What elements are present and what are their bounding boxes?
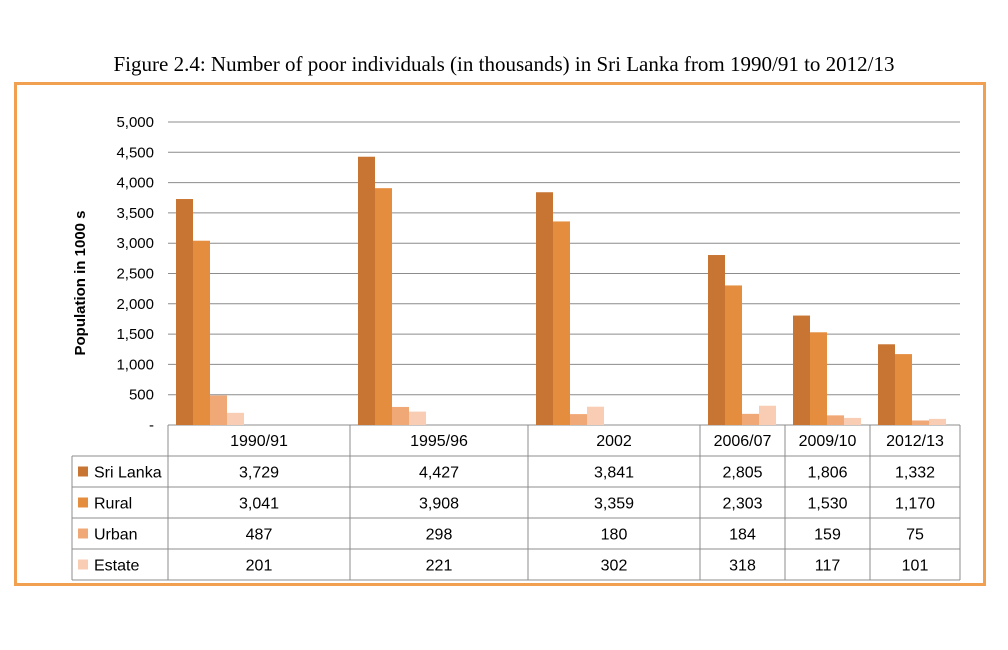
bar-estate-4 — [844, 417, 861, 425]
y-axis-label: Population in 1000 s — [72, 210, 89, 355]
y-tick-label: 4,000 — [116, 175, 154, 192]
legend-swatch — [78, 497, 88, 508]
legend-label: Sri Lanka — [94, 465, 162, 482]
data-label: 487 — [246, 527, 273, 544]
chart-title: Figure 2.4: Number of poor individuals (… — [113, 52, 895, 76]
x-tick-label: 2002 — [596, 433, 632, 450]
bar-rural-0 — [193, 240, 210, 425]
data-label: 3,041 — [239, 496, 279, 513]
bar-rural-2 — [553, 221, 570, 425]
x-tick-label: 2006/07 — [714, 433, 772, 450]
data-label: 4,427 — [419, 465, 459, 482]
data-label: 1,170 — [895, 496, 935, 513]
data-label: 184 — [729, 527, 756, 544]
x-tick-label: 2012/13 — [886, 433, 944, 450]
y-tick-label: 4,500 — [116, 144, 154, 161]
data-label: 2,805 — [722, 465, 762, 482]
chart-frame — [14, 82, 986, 586]
y-tick-label: 3,000 — [116, 235, 154, 252]
bar-sri-lanka-2 — [536, 192, 553, 425]
bar-estate-2 — [587, 406, 604, 425]
bar-rural-3 — [725, 285, 742, 425]
legend-swatch — [78, 559, 88, 570]
y-tick-label: 1,000 — [116, 356, 154, 373]
bar-rural-4 — [810, 332, 827, 425]
bar-urban-2 — [570, 414, 587, 425]
bar-sri-lanka-5 — [878, 344, 895, 425]
y-tick-label: 500 — [129, 387, 154, 404]
y-tick-label: - — [149, 417, 154, 434]
data-label: 101 — [902, 558, 929, 575]
data-label: 298 — [426, 527, 453, 544]
bar-rural-1 — [375, 188, 392, 425]
legend-label: Rural — [94, 496, 132, 513]
data-table: 1990/91 1995/96 2002 2006/07 2009/10 2012/13 S… — [71, 425, 961, 581]
legend-swatch — [78, 528, 88, 539]
bar-urban-4 — [827, 415, 844, 425]
data-label: 117 — [815, 558, 841, 575]
bar-urban-0 — [210, 395, 227, 425]
y-tick-label: 3,500 — [116, 205, 154, 222]
data-label: 1,530 — [807, 496, 847, 513]
data-label: 302 — [601, 558, 628, 575]
data-label: 159 — [814, 527, 841, 544]
x-tick-label: 2009/10 — [799, 433, 857, 450]
x-tick-label: 1995/96 — [410, 433, 468, 450]
data-label: 75 — [906, 527, 924, 544]
bar-sri-lanka-1 — [358, 156, 375, 425]
data-label: 3,908 — [419, 496, 459, 513]
bar-estate-5 — [929, 418, 946, 425]
data-label: 3,359 — [594, 496, 634, 513]
data-label: 1,332 — [895, 465, 935, 482]
x-tick-label: 1990/91 — [230, 433, 288, 450]
y-tick-label: 2,000 — [116, 296, 154, 313]
legend-swatch — [78, 466, 88, 477]
bar-sri-lanka-0 — [176, 199, 193, 425]
data-label: 221 — [426, 558, 453, 575]
bar-estate-1 — [409, 411, 426, 425]
bar-rural-5 — [895, 354, 912, 425]
data-label: 3,729 — [239, 465, 279, 482]
data-label: 201 — [246, 558, 273, 575]
data-label: 3,841 — [594, 465, 634, 482]
y-axis: - 500 1,000 1,500 2,000 2,500 3,000 3,500 4,000 4… — [116, 114, 154, 434]
data-label: 180 — [601, 527, 628, 544]
bar-sri-lanka-4 — [793, 315, 810, 425]
data-label: 1,806 — [807, 465, 847, 482]
bar-urban-3 — [742, 413, 759, 425]
bar-estate-0 — [227, 412, 244, 425]
bar-estate-3 — [759, 405, 776, 425]
legend-label: Urban — [94, 527, 138, 544]
y-tick-label: 5,000 — [116, 114, 154, 131]
legend-label: Estate — [94, 558, 139, 575]
y-tick-label: 2,500 — [116, 266, 154, 283]
bars — [176, 156, 946, 425]
bar-urban-5 — [912, 420, 929, 425]
data-label: 318 — [729, 558, 756, 575]
bar-sri-lanka-3 — [708, 255, 725, 425]
y-tick-label: 1,500 — [116, 326, 154, 343]
data-label: 2,303 — [722, 496, 762, 513]
bar-urban-1 — [392, 406, 409, 425]
